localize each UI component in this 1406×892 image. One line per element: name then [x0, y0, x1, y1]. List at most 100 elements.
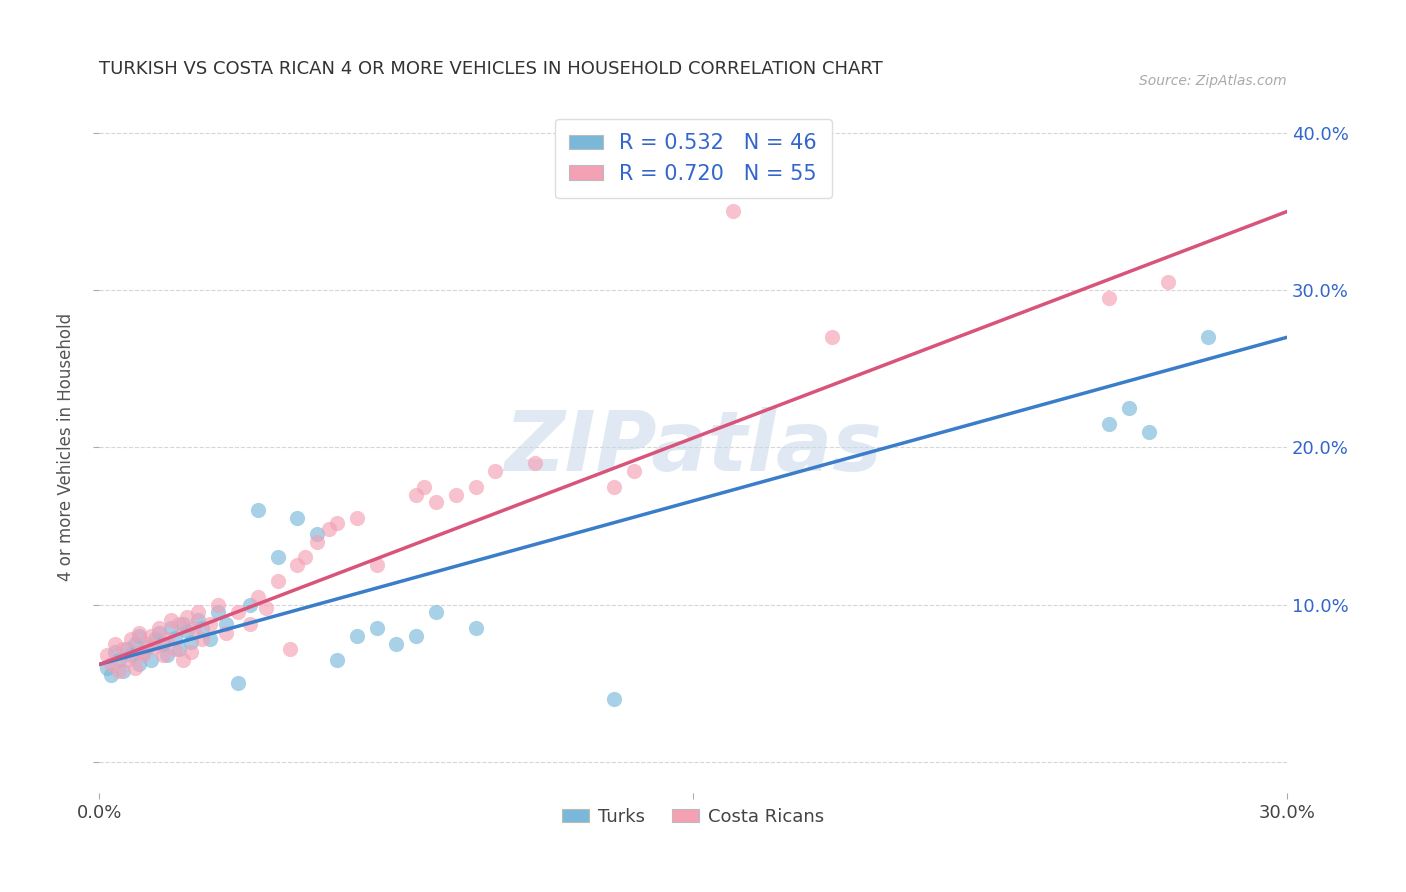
Point [100, 657, 122, 672]
Point [207, 598, 229, 612]
Point [100, 668, 122, 682]
Point [1098, 291, 1121, 305]
Point [425, 495, 447, 509]
Point [167, 616, 190, 631]
Point [159, 613, 181, 627]
Point [148, 621, 170, 635]
Point [287, 558, 309, 573]
Point [143, 632, 166, 647]
Point [346, 629, 368, 643]
Point [108, 653, 131, 667]
Point [413, 480, 436, 494]
Point [187, 606, 209, 620]
Legend: Turks, Costa Ricans: Turks, Costa Ricans [555, 800, 832, 833]
Point [239, 598, 262, 612]
Point [226, 606, 249, 620]
Point [163, 631, 186, 645]
Point [226, 676, 249, 690]
Point [156, 648, 179, 662]
Point [266, 550, 288, 565]
Point [143, 640, 166, 654]
Point [603, 480, 626, 494]
Point [1118, 401, 1140, 415]
Point [318, 522, 340, 536]
Point [278, 641, 301, 656]
Point [366, 621, 388, 635]
Point [266, 574, 288, 588]
Point [156, 632, 179, 647]
Point [187, 613, 209, 627]
Point [721, 204, 744, 219]
Point [115, 641, 138, 656]
Point [239, 616, 262, 631]
Point [294, 550, 316, 565]
Point [148, 626, 170, 640]
Point [112, 641, 135, 656]
Point [132, 648, 155, 662]
Point [120, 632, 142, 647]
Point [132, 645, 155, 659]
Point [104, 645, 127, 659]
Point [172, 616, 194, 631]
Text: Source: ZipAtlas.com: Source: ZipAtlas.com [1139, 73, 1286, 87]
Text: TURKISH VS COSTA RICAN 4 OR MORE VEHICLES IN HOUSEHOLD CORRELATION CHART: TURKISH VS COSTA RICAN 4 OR MORE VEHICLE… [100, 60, 883, 78]
Point [405, 629, 427, 643]
Point [200, 616, 222, 631]
Point [139, 629, 162, 643]
Point [128, 629, 150, 643]
Text: ZIPatlas: ZIPatlas [505, 407, 882, 488]
Point [128, 626, 150, 640]
Point [136, 640, 159, 654]
Point [1197, 330, 1219, 344]
Point [191, 632, 214, 647]
Point [172, 653, 194, 667]
Point [464, 480, 486, 494]
Point [1098, 417, 1121, 431]
Point [405, 487, 427, 501]
Point [200, 632, 222, 647]
Point [307, 526, 329, 541]
Point [180, 635, 202, 649]
Point [124, 637, 146, 651]
Point [603, 692, 626, 706]
Point [120, 648, 142, 662]
Point [112, 664, 135, 678]
Point [464, 621, 486, 635]
Point [96, 648, 118, 662]
Point [124, 660, 146, 674]
Point [167, 641, 190, 656]
Point [96, 660, 118, 674]
Point [346, 511, 368, 525]
Point [425, 606, 447, 620]
Point [246, 503, 269, 517]
Point [254, 600, 277, 615]
Point [287, 511, 309, 525]
Point [326, 516, 349, 530]
Point [326, 653, 349, 667]
Point [128, 657, 150, 672]
Point [128, 645, 150, 659]
Point [104, 637, 127, 651]
Point [444, 487, 467, 501]
Point [152, 648, 174, 662]
Point [108, 664, 131, 678]
Point [623, 464, 645, 478]
Point [152, 637, 174, 651]
Point [183, 621, 205, 635]
Point [136, 637, 159, 651]
Point [215, 626, 238, 640]
Point [207, 606, 229, 620]
Point [523, 456, 546, 470]
Point [1157, 275, 1180, 289]
Point [176, 624, 198, 639]
Point [307, 534, 329, 549]
Y-axis label: 4 or more Vehicles in Household: 4 or more Vehicles in Household [58, 313, 75, 582]
Point [821, 330, 844, 344]
Point [191, 621, 214, 635]
Point [139, 653, 162, 667]
Point [180, 645, 202, 659]
Point [385, 637, 408, 651]
Point [115, 653, 138, 667]
Point [246, 590, 269, 604]
Point [176, 610, 198, 624]
